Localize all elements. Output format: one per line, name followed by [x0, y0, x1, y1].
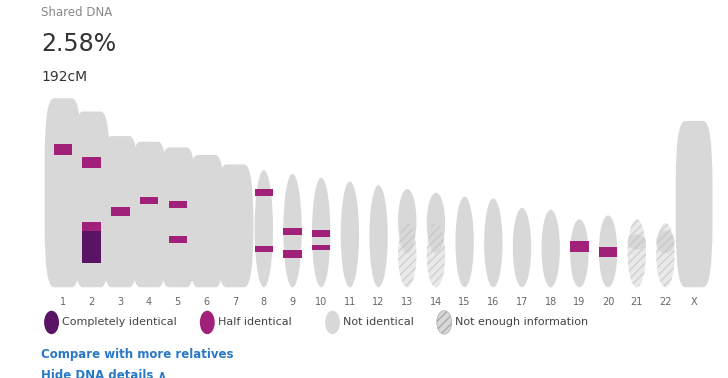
Bar — [255, 246, 273, 252]
Text: 19: 19 — [573, 297, 585, 307]
Bar — [283, 250, 301, 258]
Text: 4: 4 — [146, 297, 152, 307]
Bar — [82, 231, 101, 263]
Text: 3: 3 — [117, 297, 124, 307]
Text: 20: 20 — [602, 297, 614, 307]
Text: 14: 14 — [430, 297, 442, 307]
Ellipse shape — [484, 198, 502, 287]
Text: 15: 15 — [459, 297, 471, 307]
Text: 6: 6 — [203, 297, 210, 307]
Ellipse shape — [427, 193, 445, 253]
Ellipse shape — [437, 311, 451, 334]
Ellipse shape — [542, 210, 560, 287]
Text: 17: 17 — [516, 297, 529, 307]
Text: 2.58%: 2.58% — [41, 32, 116, 56]
Text: Shared DNA: Shared DNA — [41, 6, 113, 19]
Text: 192cM: 192cM — [41, 70, 87, 84]
Ellipse shape — [325, 311, 340, 334]
FancyBboxPatch shape — [131, 142, 167, 287]
FancyBboxPatch shape — [676, 121, 713, 287]
Text: Compare with more relatives: Compare with more relatives — [41, 348, 234, 361]
Text: Half identical: Half identical — [218, 318, 292, 327]
Ellipse shape — [369, 185, 388, 287]
Ellipse shape — [341, 181, 359, 287]
Text: Not enough information: Not enough information — [455, 318, 588, 327]
Text: Hide DNA details ∧: Hide DNA details ∧ — [41, 369, 167, 378]
Ellipse shape — [656, 223, 675, 287]
Ellipse shape — [283, 174, 301, 287]
FancyBboxPatch shape — [217, 164, 253, 287]
FancyBboxPatch shape — [102, 136, 139, 287]
Bar — [255, 189, 273, 196]
Ellipse shape — [427, 223, 445, 287]
Ellipse shape — [199, 311, 215, 334]
Text: Not identical: Not identical — [344, 318, 414, 327]
FancyBboxPatch shape — [159, 147, 196, 287]
Text: 2: 2 — [89, 297, 95, 307]
Bar — [82, 157, 101, 168]
Ellipse shape — [570, 219, 588, 287]
Text: 16: 16 — [487, 297, 499, 307]
Text: 11: 11 — [344, 297, 356, 307]
Bar — [169, 235, 187, 243]
FancyBboxPatch shape — [44, 98, 82, 287]
Bar — [312, 230, 331, 237]
FancyBboxPatch shape — [188, 155, 225, 287]
Bar — [599, 247, 617, 257]
Ellipse shape — [628, 219, 646, 287]
Bar — [82, 222, 101, 231]
Text: 9: 9 — [290, 297, 296, 307]
Ellipse shape — [312, 178, 331, 287]
Ellipse shape — [456, 197, 474, 287]
Text: 8: 8 — [261, 297, 267, 307]
Ellipse shape — [398, 189, 416, 253]
Text: 13: 13 — [401, 297, 414, 307]
Text: 5: 5 — [175, 297, 181, 307]
Text: 18: 18 — [545, 297, 557, 307]
Bar — [169, 201, 187, 208]
Text: 21: 21 — [630, 297, 643, 307]
Ellipse shape — [255, 170, 273, 287]
Bar — [111, 207, 130, 216]
FancyBboxPatch shape — [74, 112, 110, 287]
Text: 12: 12 — [373, 297, 384, 307]
Text: 22: 22 — [659, 297, 672, 307]
Bar — [283, 228, 301, 235]
Ellipse shape — [628, 234, 646, 249]
Bar — [570, 241, 588, 252]
Text: 1: 1 — [60, 297, 66, 307]
Bar — [54, 144, 72, 155]
Bar — [312, 245, 331, 250]
Ellipse shape — [398, 223, 416, 287]
Text: 10: 10 — [315, 297, 328, 307]
Ellipse shape — [656, 231, 675, 253]
Text: Completely identical: Completely identical — [63, 318, 177, 327]
Text: X: X — [691, 297, 697, 307]
Text: 7: 7 — [232, 297, 238, 307]
Ellipse shape — [513, 208, 531, 287]
Ellipse shape — [599, 215, 617, 287]
Bar — [140, 197, 158, 204]
Ellipse shape — [44, 311, 59, 334]
